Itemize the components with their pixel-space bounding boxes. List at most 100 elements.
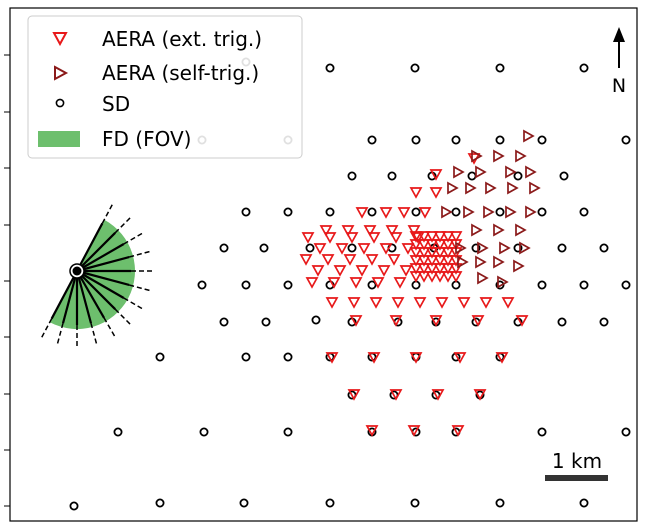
sd-station (219, 243, 229, 253)
sd-station (495, 135, 505, 145)
sd-station (199, 427, 209, 437)
fd-site-dot (72, 266, 82, 276)
sd-station (155, 498, 165, 508)
sd-station (219, 317, 229, 327)
aera-ext-station (409, 187, 423, 199)
sd-station (579, 63, 589, 73)
sd-station (579, 207, 589, 217)
aera-self-station (485, 181, 497, 195)
aera-ext-station (425, 255, 439, 267)
aera-ext-station (355, 207, 369, 219)
fd-pixel-ray-dashed (128, 284, 153, 292)
legend-marker-aera-ext-icon (52, 32, 68, 47)
aera-ext-station (457, 297, 471, 309)
aera-ext-station (325, 352, 339, 364)
aera-ext-station (433, 247, 447, 259)
sd-station (283, 427, 293, 437)
sd-station (537, 207, 547, 217)
sd-station (411, 207, 421, 217)
fd-pixel-ray-solid (50, 270, 78, 320)
sd-station (451, 207, 461, 217)
aera-ext-station (391, 297, 405, 309)
aera-ext-station (449, 271, 463, 283)
aera-ext-station (441, 231, 455, 243)
aera-ext-station (357, 243, 371, 255)
sd-station (325, 63, 335, 73)
aera-ext-station (409, 352, 423, 364)
fd-pixel-ray-solid (76, 243, 125, 272)
sd-station (621, 280, 631, 290)
fd-pixel-ray-dashed (123, 231, 145, 245)
sd-station (513, 243, 523, 253)
aera-self-station (505, 165, 517, 179)
fd-pixel-ray-dashed (39, 318, 53, 341)
sd-station (69, 501, 79, 511)
aera-ext-station (501, 297, 515, 309)
aera-self-trig-stations (441, 129, 541, 289)
aera-ext-station (449, 263, 463, 275)
fd-pixel-ray-solid (76, 255, 130, 273)
legend-marker-fd-patch (38, 131, 80, 147)
aera-ext-station (299, 254, 313, 266)
aera-ext-station (441, 255, 455, 267)
aera-ext-station (347, 297, 361, 309)
aera-ext-station (305, 277, 319, 289)
aera-ext-station (327, 277, 341, 289)
legend-label-sd: SD (102, 92, 130, 116)
fd-pixel-ray-solid (76, 270, 125, 299)
aera-self-station (457, 255, 469, 269)
aera-self-station (477, 241, 489, 255)
aera-ext-station (435, 297, 449, 309)
sd-station (495, 63, 505, 73)
north-arrow-icon (613, 27, 625, 42)
fd-pixel-ray-dashed (101, 201, 115, 224)
scale-bar-line (545, 475, 608, 481)
aera-ext-station (379, 207, 393, 219)
sd-station (283, 207, 293, 217)
aera-ext-station (407, 425, 421, 437)
aera-ext-station (431, 389, 445, 401)
sd-station (495, 207, 505, 217)
legend-label-aera-ext: AERA (ext. trig.) (102, 27, 262, 51)
aera-ext-station (355, 265, 369, 277)
fd-pixel-ray-dashed (114, 308, 133, 327)
sd-station (367, 207, 377, 217)
aera-ext-station (433, 231, 447, 243)
aera-ext-station (389, 232, 403, 244)
aera-self-station (493, 149, 505, 163)
sd-station (411, 135, 421, 145)
aera-ext-station (323, 232, 337, 244)
aera-self-station (483, 205, 495, 219)
sd-station (495, 280, 505, 290)
aera-ext-station (417, 231, 431, 243)
aera-self-station (505, 205, 517, 219)
sd-station (367, 280, 377, 290)
aera-ext-station (441, 263, 455, 275)
sd-station (261, 317, 271, 327)
sd-station (537, 280, 547, 290)
aera-ext-station (449, 231, 463, 243)
legend-marker-aera-self-icon (54, 65, 69, 81)
sd-station (537, 427, 547, 437)
sd-station (537, 135, 547, 145)
aera-ext-station (495, 352, 509, 364)
sd-station (311, 315, 321, 325)
aera-ext-station (365, 254, 379, 266)
aera-self-station (477, 271, 489, 285)
legend-label-aera-self: AERA (self-trig.) (102, 61, 259, 85)
aera-ext-station (417, 239, 431, 251)
legend: AERA (ext. trig.) AERA (self-trig.) SD F… (27, 15, 303, 159)
aera-ext-station (425, 231, 439, 243)
aera-ext-station (409, 231, 423, 243)
fd-pixel-ray-solid (76, 222, 104, 272)
aera-ext-station (389, 315, 403, 327)
aera-ext-station (473, 389, 487, 401)
sd-station (387, 171, 397, 181)
aera-ext-station (349, 315, 363, 327)
sd-station (410, 63, 420, 73)
aera-ext-station (301, 232, 315, 244)
aera-ext-station (347, 389, 361, 401)
sd-station (241, 280, 251, 290)
sd-station (495, 498, 505, 508)
fd-pixel-ray-solid (75, 270, 93, 324)
